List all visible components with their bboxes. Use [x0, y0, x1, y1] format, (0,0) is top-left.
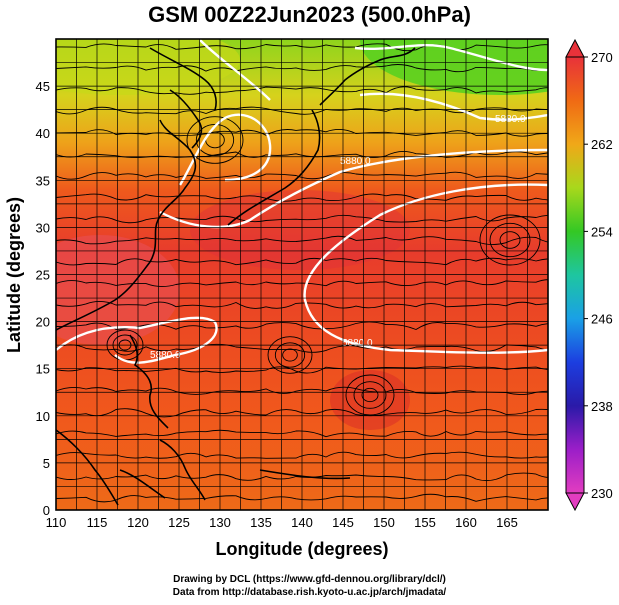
x-tick-label: 150 [373, 515, 395, 530]
streamline [56, 451, 548, 459]
streamline [56, 129, 548, 137]
x-tick-label: 110 [46, 515, 67, 530]
y-tick-label: 10 [36, 409, 50, 424]
y-tick-label: 20 [36, 315, 50, 330]
colorbar-max-extend [565, 38, 585, 58]
colorbar-tick-label: 254 [591, 224, 613, 239]
x-tick-label: 130 [209, 515, 231, 530]
colorbar-tick-label: 238 [591, 399, 613, 414]
y-tick-label: 35 [36, 173, 50, 188]
contour-label: 5880.0 [150, 350, 181, 361]
credits: Drawing by DCL (https://www.gfd-dennou.o… [0, 573, 619, 599]
vortex [499, 231, 521, 249]
vortex [489, 222, 531, 258]
contour-label: 5880.0 [340, 156, 371, 167]
streamline [56, 300, 548, 309]
vortex [274, 342, 306, 368]
vortex [195, 123, 235, 157]
colorbar-scale [565, 56, 585, 494]
streamline [56, 171, 548, 180]
vortex [345, 374, 395, 416]
streamline [56, 257, 548, 266]
streamline [56, 279, 548, 287]
x-tick-label: 165 [496, 515, 518, 530]
y-tick-label: 0 [43, 503, 50, 518]
streamline [56, 86, 548, 95]
x-tick-label: 115 [87, 515, 108, 530]
credit-drawing: Drawing by DCL (https://www.gfd-dennou.o… [173, 574, 446, 585]
colorbar-tick-label: 270 [591, 50, 613, 65]
vortex [282, 348, 298, 362]
credit-data: Data from http://database.rish.kyoto-u.a… [172, 587, 447, 598]
colorbar-tick-label: 230 [591, 486, 613, 501]
x-tick-label: 145 [332, 515, 354, 530]
colorbar-min-extend [565, 492, 585, 512]
gridlines [55, 38, 549, 511]
temperature-field: 5880.0 5880.0 5880.0 5880.0 [56, 39, 548, 510]
y-axis-label: Latitude (degrees) [4, 197, 24, 353]
streamline [56, 493, 548, 503]
vortex [186, 116, 244, 164]
y-axis: 0 5 10 15 20 25 30 35 40 45 [36, 79, 50, 518]
chart-title: GSM 00Z22Jun2023 (500.0hPa) [148, 2, 471, 27]
contour-label: 5880.0 [495, 114, 526, 125]
x-tick-label: 140 [291, 515, 313, 530]
plot-frame [55, 38, 549, 511]
x-tick-label: 160 [455, 515, 477, 530]
colorbar: 230 238 246 254 262 270 [565, 38, 613, 512]
vortex [361, 387, 379, 403]
y-tick-label: 30 [36, 220, 50, 235]
x-tick-label: 120 [127, 515, 149, 530]
y-tick-label: 5 [43, 456, 50, 471]
vortex [353, 381, 387, 409]
x-tick-label: 155 [414, 515, 436, 530]
streamline [56, 343, 548, 353]
streamline [56, 106, 548, 115]
streamline [56, 408, 548, 418]
streamline [56, 193, 548, 202]
x-axis: 110 115 120 125 130 135 140 145 150 155 160 165 [46, 515, 518, 530]
x-axis-label: Longitude (degrees) [215, 539, 388, 559]
colorbar-tick-label: 262 [591, 137, 613, 152]
y-tick-label: 40 [36, 126, 50, 141]
x-tick-label: 125 [168, 515, 190, 530]
streamline [56, 43, 548, 52]
vortex [267, 336, 313, 374]
contour-label: 5880.0 [342, 338, 373, 349]
y-tick-label: 15 [36, 362, 50, 377]
vortex [479, 214, 541, 266]
colorbar-tick-label: 246 [591, 312, 613, 327]
streamline [56, 64, 548, 73]
x-tick-label: 135 [250, 515, 272, 530]
streamline [56, 429, 548, 438]
streamline [56, 235, 548, 245]
streamline [56, 321, 548, 331]
streamline [56, 214, 548, 224]
y-tick-label: 45 [36, 79, 50, 94]
y-tick-label: 25 [36, 268, 50, 283]
